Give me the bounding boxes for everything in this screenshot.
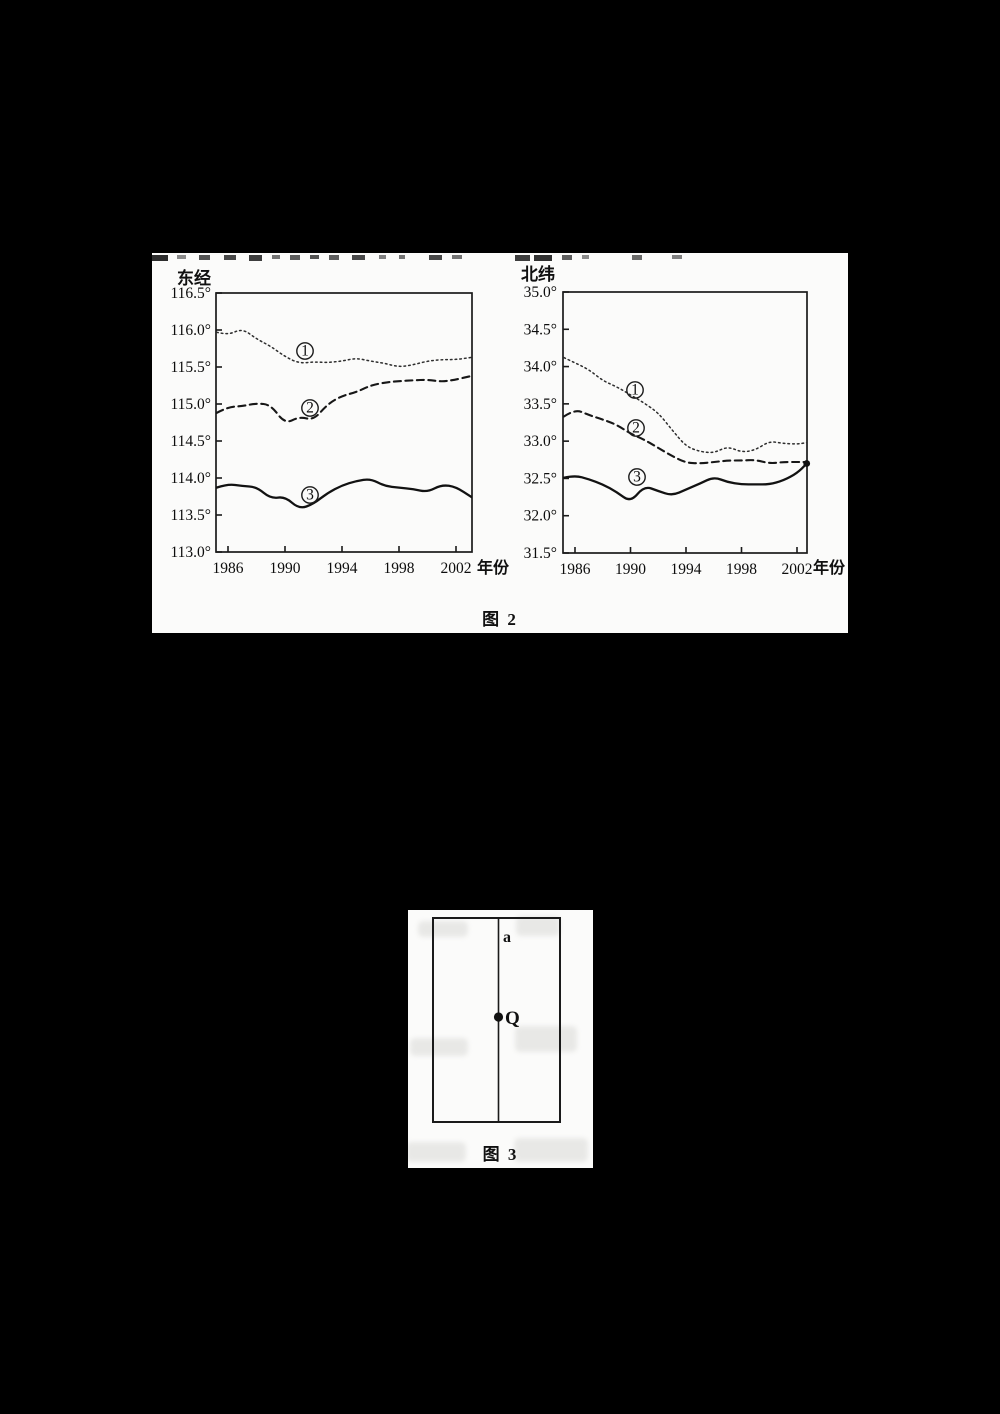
y-tick-label: 32.5° <box>524 470 557 487</box>
line-a-label: a <box>503 929 511 946</box>
y-tick-label: 33.5° <box>524 396 557 413</box>
figure3-diagram-canvas: a Q <box>408 916 588 1162</box>
bleedthrough-mark <box>408 1142 466 1162</box>
x-tick-label: 1998 <box>726 561 757 578</box>
noise-mark <box>534 255 552 261</box>
scan-noise-strip <box>152 255 682 261</box>
y-tick-label: 114.0° <box>171 470 212 487</box>
bleedthrough-mark <box>410 1038 468 1056</box>
noise-mark <box>177 255 186 259</box>
noise-mark <box>399 255 405 259</box>
x-tick-label: 1994 <box>671 561 702 578</box>
series-label-circle <box>626 381 644 399</box>
noise-mark <box>452 255 462 259</box>
y-tick-label: 34.5° <box>524 321 557 338</box>
series-line-solid <box>216 478 472 509</box>
y-tick-label: 116.5° <box>171 285 212 302</box>
plot-border <box>215 292 473 553</box>
y-tick-label: 113.5° <box>171 507 212 524</box>
noise-mark <box>272 255 280 259</box>
figure3-panel: a Q 图 3 <box>408 910 593 1168</box>
series-label-circle <box>627 419 645 437</box>
series-label-digit: 2 <box>632 419 640 436</box>
series-label-circle <box>301 486 319 504</box>
x-tick-label: 2002 <box>441 560 472 577</box>
y-tick-label: 113.0° <box>171 544 212 561</box>
noise-mark <box>249 255 262 261</box>
series-line-solid <box>563 462 807 501</box>
bleedthrough-mark <box>516 916 560 936</box>
y-tick-label: 114.5° <box>171 433 212 450</box>
figure2-panel: 116.5° 116.0° 115.5° 115.0° 114.5° 114.0° 113.… <box>152 253 848 633</box>
right-chart-xaxis-label: 年份 <box>813 558 846 577</box>
series-line-dashed <box>216 374 472 423</box>
point-q-dot <box>493 1012 504 1022</box>
noise-mark <box>379 255 386 259</box>
series-label-digit: 3 <box>633 468 641 485</box>
y-tick-label: 115.5° <box>171 359 212 376</box>
series-label-digit: 2 <box>306 399 314 416</box>
figure3-caption: 图 3 <box>482 1145 519 1164</box>
noise-mark <box>310 255 319 259</box>
noise-mark <box>290 255 300 260</box>
noise-mark <box>632 255 642 260</box>
figure2-caption: 图 2 <box>482 610 518 629</box>
noise-mark <box>429 255 442 260</box>
figure2-charts-canvas: 116.5° 116.0° 115.5° 115.0° 114.5° 114.0° 113.… <box>152 255 846 578</box>
series-label-digit: 3 <box>306 486 314 503</box>
y-tick-label: 31.5° <box>524 545 557 562</box>
noise-mark <box>515 255 530 261</box>
bleedthrough-mark <box>418 921 468 937</box>
series-line-dashed <box>563 410 807 465</box>
scan-bleedthrough-marks <box>408 916 588 1162</box>
plot-border <box>562 291 808 554</box>
y-tick-label: 116.0° <box>171 322 212 339</box>
point-q-label: Q <box>505 1008 520 1029</box>
x-tick-label: 1990 <box>270 560 301 577</box>
y-tick-label: 33.0° <box>524 433 557 450</box>
y-tick-label: 32.0° <box>524 508 557 525</box>
scan-ink-blob <box>803 460 811 467</box>
series-label-digit: 1 <box>301 342 309 359</box>
y-tick-label: 35.0° <box>524 284 557 301</box>
noise-mark <box>329 255 339 260</box>
noise-mark <box>152 255 168 261</box>
left-chart-xaxis-label: 年份 <box>477 558 510 577</box>
left-chart-title: 东经 <box>177 268 211 288</box>
noise-mark <box>672 255 682 259</box>
diagram-rectangle <box>432 917 561 1123</box>
bleedthrough-mark <box>514 1138 588 1162</box>
series-label-circle <box>301 399 319 417</box>
x-tick-label: 1994 <box>327 560 358 577</box>
x-tick-label: 1986 <box>560 561 591 578</box>
series-label-circle <box>296 342 314 360</box>
series-line-dotted <box>563 356 807 454</box>
latitude-chart: 35.0° 34.5° 34.0° 33.5° 33.0° 32.5° 32.0° 31.5°… <box>524 284 813 578</box>
noise-mark <box>199 255 210 260</box>
y-tick-label: 34.0° <box>524 359 557 376</box>
x-tick-label: 1986 <box>213 560 244 577</box>
y-tick-label: 115.0° <box>171 396 212 413</box>
noise-mark <box>224 255 236 260</box>
noise-mark <box>352 255 365 260</box>
noise-mark <box>562 255 572 260</box>
x-tick-label: 2002 <box>782 561 813 578</box>
series-label-circle <box>628 468 646 486</box>
bleedthrough-mark <box>515 1026 577 1052</box>
x-tick-label: 1998 <box>384 560 415 577</box>
series-line-dotted <box>216 329 472 368</box>
right-chart-title: 北纬 <box>521 264 555 284</box>
x-tick-label: 1990 <box>615 561 646 578</box>
longitude-chart: 116.5° 116.0° 115.5° 115.0° 114.5° 114.0° 113.… <box>171 285 473 577</box>
noise-mark <box>582 255 589 259</box>
series-label-digit: 1 <box>631 381 639 398</box>
